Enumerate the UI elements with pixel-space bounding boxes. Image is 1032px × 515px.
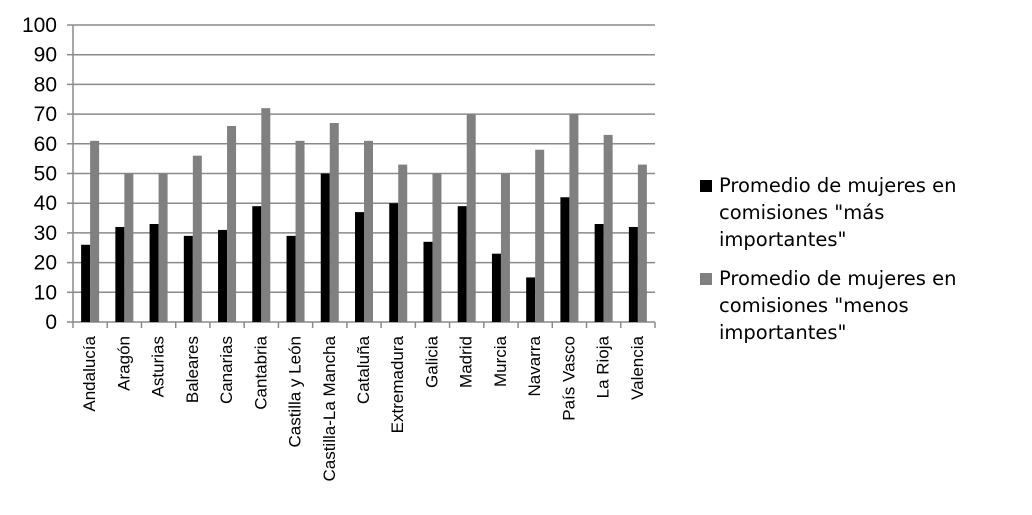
bar-menos-importantes — [569, 114, 579, 322]
y-tick-label: 10 — [34, 281, 57, 304]
x-category-label: Madrid — [457, 336, 476, 388]
x-category-label: La Rioja — [594, 335, 613, 398]
bar-menos-importantes — [295, 140, 305, 322]
x-category-label: Andalucía — [80, 335, 99, 411]
legend-label-series-1: Promedio de mujeres en comisiones "más i… — [719, 174, 957, 251]
bar-mas-importantes — [560, 197, 570, 322]
legend-swatch-series-1 — [700, 180, 712, 192]
y-tick-label: 40 — [34, 192, 57, 215]
y-tick-label: 70 — [34, 103, 57, 126]
bar-mas-importantes — [320, 173, 330, 322]
legend: Promedio de mujeres en comisiones "más i… — [700, 172, 1030, 358]
bar-mas-importantes — [252, 206, 262, 322]
bar-mas-importantes — [149, 223, 159, 322]
bar-menos-importantes — [432, 173, 442, 322]
bar-mas-importantes — [115, 226, 125, 322]
y-tick-label: 80 — [34, 73, 57, 96]
bar-menos-importantes — [500, 173, 510, 322]
bar-mas-importantes — [526, 277, 536, 322]
bar-menos-importantes — [364, 140, 373, 322]
bar-menos-importantes — [398, 164, 408, 322]
x-category-label: Castilla-La Mancha — [320, 335, 339, 481]
bar-mas-importantes — [457, 206, 467, 322]
bar-menos-importantes — [124, 173, 134, 322]
bar-menos-importantes — [535, 149, 545, 322]
x-category-label: Galicia — [422, 335, 441, 388]
x-category-label: Cataluña — [354, 335, 373, 404]
bar-mas-importantes — [286, 235, 296, 322]
bar-mas-importantes — [81, 244, 91, 322]
bar-menos-importantes — [466, 114, 476, 322]
bar-menos-importantes — [329, 123, 339, 322]
legend-swatch-series-2 — [700, 273, 712, 285]
x-category-label: Navarra — [525, 335, 544, 396]
y-tick-label: 0 — [45, 311, 57, 334]
y-tick-label: 60 — [34, 133, 57, 156]
x-category-label: Murcia — [491, 335, 510, 387]
bars — [81, 108, 647, 322]
bar-menos-importantes — [261, 108, 271, 322]
bar-mas-importantes — [183, 235, 193, 322]
bar-menos-importantes — [192, 155, 202, 322]
y-tick-label: 50 — [34, 163, 57, 186]
y-tick-label: 30 — [34, 222, 57, 245]
legend-item-series-1: Promedio de mujeres en comisiones "más i… — [700, 172, 1030, 253]
bar-mas-importantes — [423, 241, 433, 322]
x-category-label: Baleares — [183, 336, 202, 403]
y-tick-label: 20 — [34, 252, 57, 275]
bar-mas-importantes — [389, 203, 399, 322]
x-category-label: Valencia — [628, 335, 647, 399]
y-axis-ticks: 0 10 20 30 40 50 60 70 80 90 100 — [22, 14, 73, 334]
legend-label-series-2: Promedio de mujeres en comisiones "menos… — [719, 267, 957, 344]
bar-mas-importantes — [218, 229, 228, 322]
x-category-label: Aragón — [114, 336, 133, 391]
x-category-label: Asturias — [149, 336, 168, 397]
x-axis-labels: Andalucía Aragón Asturias Baleares Canarias C… — [80, 335, 647, 481]
bar-mas-importantes — [491, 253, 501, 322]
y-tick-label: 90 — [34, 44, 57, 67]
bar-mas-importantes — [594, 223, 604, 322]
bar-mas-importantes — [355, 212, 364, 322]
x-category-label: Castilla y León — [286, 336, 305, 448]
legend-item-series-2: Promedio de mujeres en comisiones "menos… — [700, 265, 1030, 346]
bar-menos-importantes — [637, 164, 647, 322]
x-category-label: Canarias — [217, 336, 236, 404]
bar-menos-importantes — [603, 134, 613, 322]
bar-menos-importantes — [227, 125, 237, 322]
bar-mas-importantes — [628, 226, 638, 322]
x-category-label: País Vasco — [559, 336, 578, 421]
x-category-label: Cantabria — [251, 335, 270, 409]
y-tick-label: 100 — [22, 14, 57, 37]
bar-menos-importantes — [90, 140, 100, 322]
x-category-label: Extremadura — [388, 335, 407, 433]
bar-menos-importantes — [158, 173, 168, 322]
